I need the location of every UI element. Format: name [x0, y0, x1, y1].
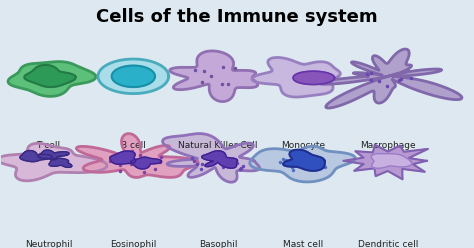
Polygon shape [319, 49, 462, 108]
Polygon shape [110, 151, 136, 164]
Polygon shape [163, 134, 260, 182]
Text: Dendritic cell: Dendritic cell [357, 240, 418, 248]
Polygon shape [24, 65, 76, 87]
Text: B cell: B cell [121, 141, 146, 150]
Text: Mast cell: Mast cell [283, 240, 323, 248]
Polygon shape [293, 71, 335, 85]
Text: T cell: T cell [36, 141, 61, 150]
Polygon shape [201, 151, 237, 168]
Polygon shape [49, 158, 72, 167]
Polygon shape [343, 145, 428, 179]
Text: Natural Killer Cell: Natural Killer Cell [178, 141, 258, 150]
Text: Macrophage: Macrophage [360, 141, 416, 150]
Polygon shape [0, 143, 107, 181]
Polygon shape [250, 146, 355, 182]
Polygon shape [76, 134, 198, 178]
Polygon shape [371, 154, 412, 168]
Text: Basophil: Basophil [199, 240, 237, 248]
Polygon shape [283, 150, 325, 171]
Polygon shape [8, 62, 96, 96]
Text: Eosinophil: Eosinophil [110, 240, 156, 248]
Polygon shape [98, 59, 169, 93]
Text: Monocyte: Monocyte [281, 141, 325, 150]
Polygon shape [170, 51, 258, 101]
Polygon shape [38, 150, 69, 160]
Text: Cells of the Immune system: Cells of the Immune system [96, 8, 378, 26]
Text: Neutrophil: Neutrophil [25, 240, 72, 248]
Polygon shape [252, 58, 340, 97]
Polygon shape [112, 65, 155, 87]
Polygon shape [20, 151, 52, 162]
Polygon shape [131, 157, 162, 169]
